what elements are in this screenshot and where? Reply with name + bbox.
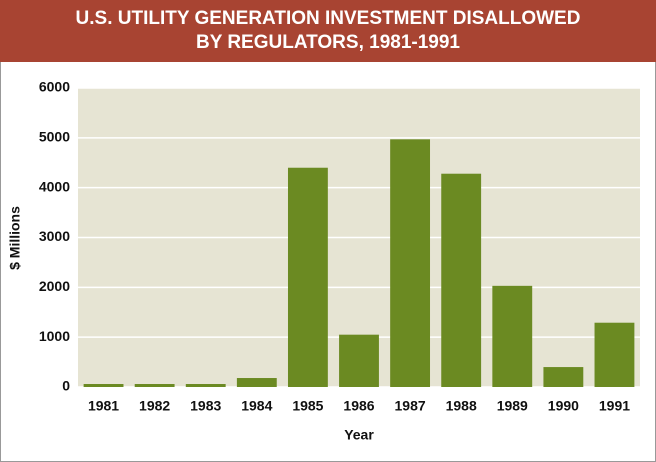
x-axis-label: Year bbox=[344, 427, 374, 443]
x-tick-label: 1983 bbox=[190, 398, 221, 414]
bar bbox=[83, 384, 124, 387]
x-tick-label: 1982 bbox=[139, 398, 170, 414]
x-tick-label: 1990 bbox=[548, 398, 579, 414]
bar bbox=[185, 384, 226, 387]
y-axis-label: $ Millions bbox=[7, 206, 23, 270]
y-tick-label: 6000 bbox=[39, 79, 70, 95]
x-tick-label: 1987 bbox=[395, 398, 426, 414]
y-tick-label: 5000 bbox=[39, 129, 70, 145]
bar bbox=[543, 367, 584, 387]
x-tick-label: 1988 bbox=[446, 398, 477, 414]
bar bbox=[492, 285, 533, 387]
y-tick-label: 3000 bbox=[39, 228, 70, 244]
x-tick-label: 1986 bbox=[343, 398, 374, 414]
bar bbox=[594, 322, 635, 387]
bar bbox=[339, 334, 379, 387]
x-tick-label: 1981 bbox=[88, 398, 119, 414]
chart-title: U.S. UTILITY GENERATION INVESTMENT DISAL… bbox=[76, 8, 581, 29]
bar bbox=[134, 384, 175, 387]
x-tick-label: 1989 bbox=[497, 398, 528, 414]
x-tick-label: 1985 bbox=[292, 398, 323, 414]
x-tick-label: 1984 bbox=[241, 398, 272, 414]
y-tick-label: 2000 bbox=[39, 278, 70, 294]
y-tick-label: 4000 bbox=[39, 178, 70, 194]
bar bbox=[441, 173, 482, 387]
title-banner bbox=[0, 0, 656, 62]
bar bbox=[287, 167, 328, 387]
y-tick-label: 1000 bbox=[39, 328, 70, 344]
chart-title: BY REGULATORS, 1981-1991 bbox=[196, 32, 460, 53]
y-tick-label: 0 bbox=[62, 378, 70, 394]
bar bbox=[236, 378, 277, 387]
x-tick-label: 1991 bbox=[599, 398, 630, 414]
bar bbox=[390, 139, 431, 387]
